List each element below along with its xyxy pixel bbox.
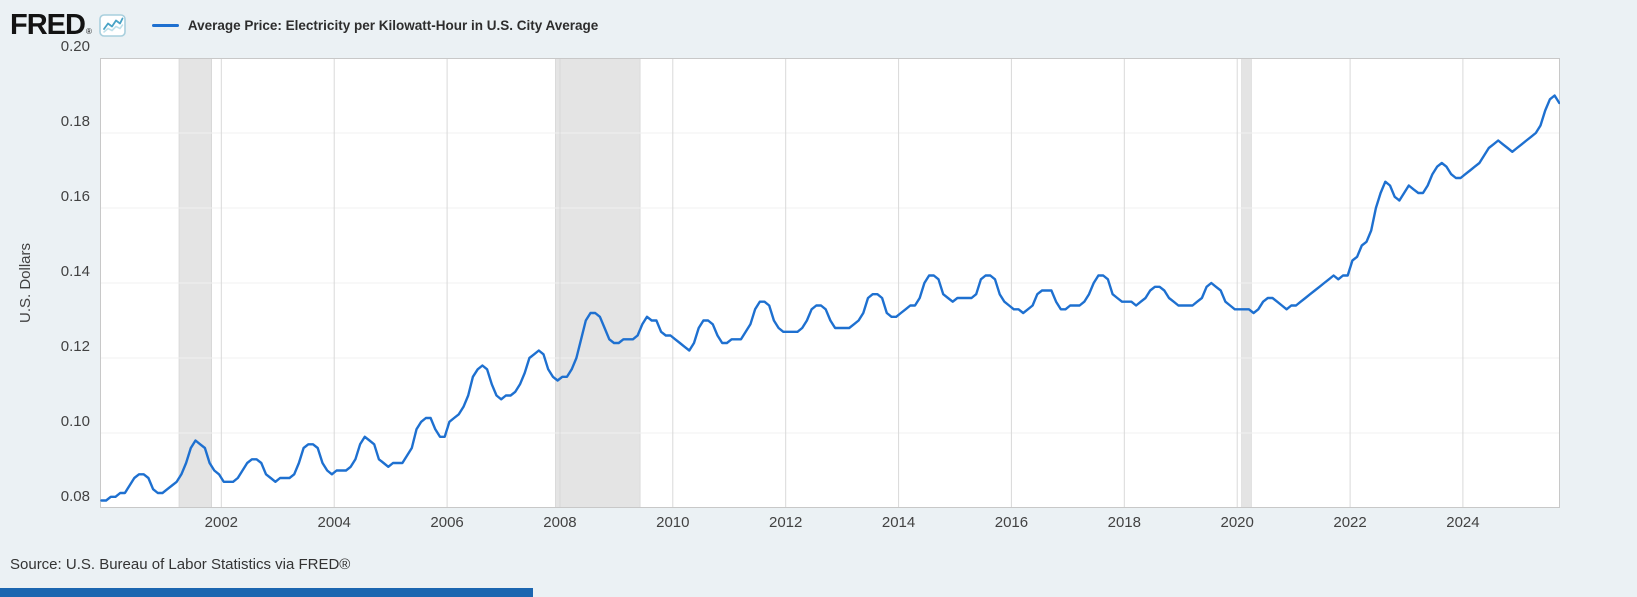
source-note: Source: U.S. Bureau of Labor Statistics … bbox=[10, 556, 351, 573]
x-tick-label: 2014 bbox=[881, 514, 916, 531]
x-tick-label: 2020 bbox=[1220, 514, 1254, 531]
y-tick-label: 0.12 bbox=[60, 338, 90, 355]
plot-border bbox=[100, 58, 1560, 508]
legend-line-swatch bbox=[151, 23, 179, 27]
x-tick-label: 2024 bbox=[1446, 514, 1480, 531]
x-tick-label: 2006 bbox=[430, 514, 464, 531]
y-tick-label: 0.20 bbox=[60, 38, 90, 55]
x-tick-label: 2004 bbox=[317, 514, 351, 531]
chart-header: FRED ® Average Price: Electricity per Ki… bbox=[10, 4, 598, 46]
x-tick-label: 2012 bbox=[769, 514, 803, 531]
footer-accent-bar bbox=[0, 588, 533, 597]
x-tick-label: 2008 bbox=[543, 514, 577, 531]
legend-label[interactable]: Average Price: Electricity per Kilowatt-… bbox=[187, 17, 599, 33]
y-tick-label: 0.18 bbox=[60, 113, 90, 130]
x-tick-label: 2016 bbox=[994, 514, 1029, 531]
plot-area[interactable] bbox=[100, 57, 1561, 509]
chart-svg bbox=[100, 57, 1561, 509]
x-tick-label: 2018 bbox=[1107, 514, 1141, 531]
price-line bbox=[100, 94, 1561, 502]
y-tick-label: 0.10 bbox=[60, 413, 90, 430]
legend: Average Price: Electricity per Kilowatt-… bbox=[151, 17, 599, 33]
registered-mark: ® bbox=[85, 27, 92, 36]
x-tick-label: 2010 bbox=[656, 514, 690, 531]
y-tick-label: 0.14 bbox=[60, 263, 90, 280]
fred-logo-text: FRED bbox=[10, 9, 86, 41]
y-tick-label: 0.08 bbox=[60, 488, 90, 505]
fred-logo[interactable]: FRED ® bbox=[10, 8, 126, 42]
x-tick-label: 2022 bbox=[1333, 514, 1367, 531]
sparkline-icon bbox=[99, 13, 126, 37]
y-tick-label: 0.16 bbox=[60, 188, 90, 205]
x-tick-label: 2002 bbox=[204, 514, 239, 531]
